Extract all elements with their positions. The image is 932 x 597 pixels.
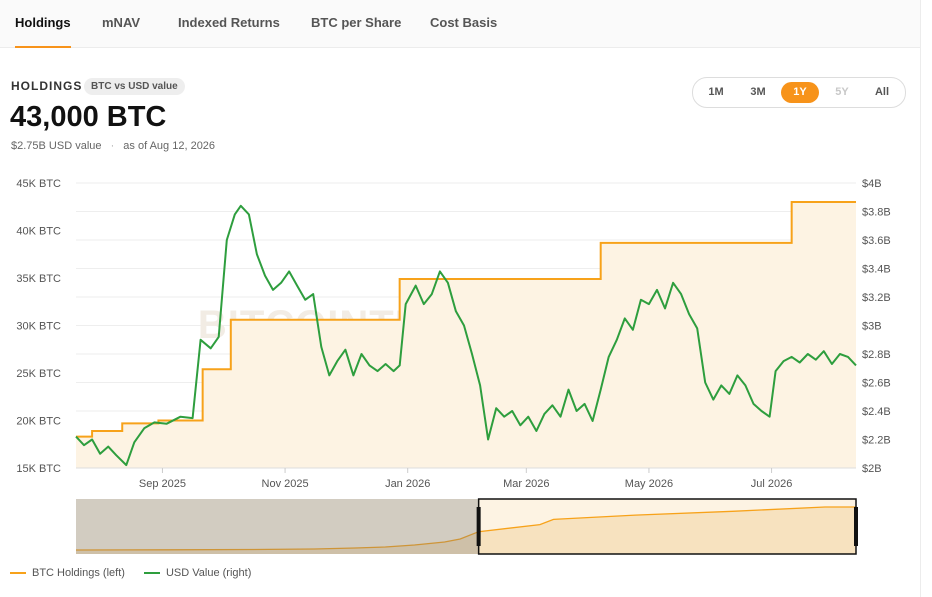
legend-swatch: [143, 572, 160, 575]
y-left-tick-label: 30K BTC: [16, 321, 61, 333]
chart-grid: [76, 182, 856, 469]
navigator-line: [75, 506, 856, 551]
navigator-window: [477, 498, 857, 555]
range-selector: 1M 3M 1Y 5Y All: [692, 77, 906, 108]
y-left-tick-label: 45K BTC: [16, 178, 61, 190]
panel-border: [920, 0, 921, 597]
y-right-tick-label: $3.6B: [862, 235, 891, 247]
holdings-value: 43,000 BTC: [10, 101, 167, 133]
x-tick-label: Mar 2026: [503, 478, 549, 490]
btc-holdings-area: [76, 202, 856, 468]
range-1m-button[interactable]: 1M: [708, 86, 724, 98]
navigator-area: [76, 507, 856, 554]
y-right-tick-label: $4B: [862, 178, 882, 190]
range-5y-button: 5Y: [835, 86, 849, 98]
holdings-subtext: $2.75B USD value · as of Aug 12, 2026: [11, 140, 215, 152]
legend-label: USD Value (right): [165, 567, 252, 579]
y-left-tick-label: 25K BTC: [16, 368, 61, 380]
navigator-mask: [76, 499, 479, 554]
y-left-tick-label: 15K BTC: [16, 463, 61, 475]
tab-cost-basis[interactable]: Cost Basis: [430, 15, 498, 30]
legend-swatch: [10, 572, 26, 575]
tab-mnav[interactable]: mNAV: [102, 15, 141, 30]
y-left-tick-label: 20K BTC: [16, 416, 61, 428]
tab-holdings[interactable]: Holdings: [15, 0, 71, 48]
y-left-axis: 45K BTC 40K BTC 35K BTC 30K BTC 25K BTC 20K B…: [16, 178, 61, 475]
watermark: BITCOINTREASURIES.NET: [198, 303, 732, 347]
y-right-tick-label: $2.2B: [862, 435, 891, 447]
y-right-axis: $4B $3.8B $3.6B $3.4B $3.2B $3B $2.8B $2.6B $2.4…: [862, 178, 891, 475]
as-of-date: as of Aug 12, 2026: [123, 140, 216, 152]
legend-item-btc[interactable]: BTC Holdings (left): [10, 567, 125, 579]
tab-indexed-returns[interactable]: Indexed Returns: [178, 15, 280, 30]
mode-pill[interactable]: BTC vs USD value: [84, 78, 185, 95]
x-tick-label: Jan 2026: [385, 478, 430, 490]
usd-value-line: [75, 204, 857, 467]
legend-label: BTC Holdings (left): [32, 567, 125, 579]
tab-btc-per-share[interactable]: BTC per Share: [311, 15, 402, 30]
y-right-tick-label: $3B: [862, 321, 882, 333]
navigator-right-handle: [854, 507, 858, 546]
navigator-background: [76, 499, 856, 554]
section-title: HOLDINGS: [11, 79, 83, 93]
range-3m-button[interactable]: 3M: [750, 86, 766, 98]
y-right-tick-label: $2B: [862, 463, 882, 475]
x-tick-label: May 2026: [625, 478, 673, 490]
btc-holdings-line: [76, 201, 856, 438]
x-tick-label: Nov 2025: [262, 478, 309, 490]
legend-item-usd[interactable]: USD Value (right): [143, 567, 252, 579]
x-tick-label: Sep 2025: [139, 478, 186, 490]
x-axis: Sep 2025 Nov 2025 Jan 2026 Mar 2026 May 2026…: [76, 467, 856, 490]
x-tick-label: Jul 2026: [751, 478, 793, 490]
y-right-tick-label: $2.4B: [862, 406, 891, 418]
y-right-tick-label: $2.8B: [862, 349, 891, 361]
separator: ·: [110, 140, 115, 152]
y-left-tick-label: 40K BTC: [16, 226, 61, 238]
navigator-left-handle: [476, 507, 481, 546]
range-navigator[interactable]: [75, 498, 858, 555]
chart-legend: BTC Holdings (left) USD Value (right): [10, 567, 267, 579]
range-1y-button[interactable]: 1Y: [781, 82, 819, 103]
usd-value: $2.75B USD value: [11, 140, 102, 152]
y-right-tick-label: $3.8B: [862, 207, 891, 219]
y-right-tick-label: $3.4B: [862, 264, 891, 276]
y-left-tick-label: 35K BTC: [16, 273, 61, 285]
y-right-tick-label: $3.2B: [862, 292, 891, 304]
y-right-tick-label: $2.6B: [862, 378, 891, 390]
range-all-button[interactable]: All: [874, 86, 890, 98]
chart-tabs: Holdings mNAV Indexed Returns BTC per Sh…: [0, 0, 920, 48]
